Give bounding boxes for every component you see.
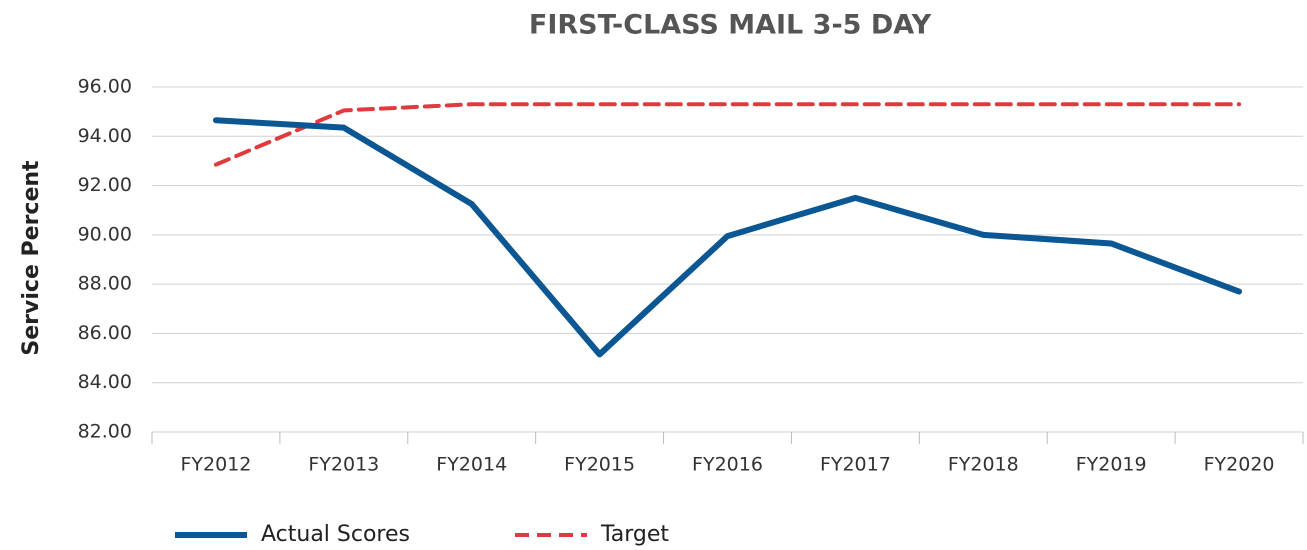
x-tick-label: FY2012 — [180, 454, 251, 476]
series-line — [212, 117, 1243, 358]
y-tick-label: 92.00 — [78, 174, 132, 196]
legend-label: Actual Scores — [261, 522, 410, 547]
y-tick-label: 90.00 — [78, 223, 132, 245]
y-tick-label: 96.00 — [78, 76, 132, 98]
y-tick-label: 94.00 — [78, 125, 132, 147]
x-tick-label: FY2015 — [564, 454, 635, 476]
x-tick-label: FY2018 — [948, 454, 1019, 476]
x-tick-label: FY2013 — [308, 454, 379, 476]
x-tick-label: FY2017 — [820, 454, 891, 476]
y-tick-label: 84.00 — [78, 371, 132, 393]
chart-title: FIRST-CLASS MAIL 3-5 DAY — [529, 10, 932, 41]
x-tick-label: FY2014 — [436, 454, 507, 476]
x-tick-label: FY2019 — [1076, 454, 1147, 476]
y-tick-label: 88.00 — [78, 273, 132, 295]
legend-label: Target — [600, 522, 669, 547]
series-line — [213, 102, 1242, 167]
y-axis-label: Service Percent — [19, 160, 44, 356]
x-tick-label: FY2020 — [1204, 454, 1275, 476]
y-tick-label: 86.00 — [78, 322, 132, 344]
x-tick-label: FY2016 — [692, 454, 763, 476]
y-tick-label: 82.00 — [78, 421, 132, 443]
